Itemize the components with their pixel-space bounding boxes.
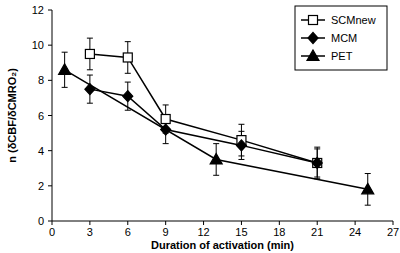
x-tick — [203, 221, 204, 225]
y-tick — [48, 80, 52, 81]
x-tick-label: 3 — [87, 226, 93, 238]
error-cap — [314, 147, 320, 148]
error-cap — [365, 173, 371, 174]
x-tick — [355, 221, 356, 225]
legend: SCMnew MCM PET — [295, 6, 387, 70]
y-axis-label: n (δCBF/δCMRO₂) — [6, 68, 18, 163]
point — [313, 158, 322, 167]
error-cap — [87, 75, 93, 76]
y-tick — [48, 221, 52, 222]
x-tick — [89, 221, 90, 225]
chart: 0369121518212427024681012Duration of act… — [0, 0, 400, 253]
error-cap — [238, 124, 244, 125]
x-tick — [241, 221, 242, 225]
error-cap — [62, 52, 68, 53]
y-tick-label: 12 — [32, 4, 44, 16]
error-cap — [314, 148, 320, 149]
point — [161, 124, 171, 135]
error-cap — [238, 159, 244, 160]
x-tick — [279, 221, 280, 225]
point — [362, 183, 374, 194]
error-cap — [87, 103, 93, 104]
legend-marker — [309, 16, 318, 25]
y-tick-label: 0 — [38, 215, 44, 227]
error-cap — [87, 69, 93, 70]
y-tick — [48, 150, 52, 151]
error-cap — [163, 104, 169, 105]
x-tick-label: 0 — [49, 226, 55, 238]
error-cap — [213, 175, 219, 176]
legend-marker — [307, 50, 319, 61]
y-tick-label: 8 — [38, 74, 44, 86]
error-cap — [213, 143, 219, 144]
error-cap — [163, 143, 169, 144]
x-tick-label: 24 — [349, 226, 361, 238]
x-tick — [52, 221, 53, 225]
error-cap — [125, 110, 131, 111]
y-tick — [48, 10, 52, 11]
legend-label: SCMnew — [331, 14, 376, 26]
x-tick-label: 9 — [163, 226, 169, 238]
y-tick — [48, 185, 52, 186]
series-line — [65, 70, 368, 190]
legend-marker — [308, 33, 318, 44]
x-axis-label: Duration of activation (min) — [151, 239, 294, 251]
point — [123, 91, 133, 102]
legend-label: MCM — [331, 32, 357, 44]
point — [85, 49, 94, 58]
x-tick-label: 18 — [273, 226, 285, 238]
error-cap — [62, 87, 68, 88]
y-tick-label: 2 — [38, 180, 44, 192]
x-tick — [317, 221, 318, 225]
point — [161, 115, 170, 124]
point — [59, 64, 71, 75]
y-tick-label: 6 — [38, 110, 44, 122]
error-cap — [365, 205, 371, 206]
y-tick-label: 4 — [38, 145, 44, 157]
y-tick-label: 10 — [32, 39, 44, 51]
x-tick-label: 27 — [387, 226, 399, 238]
point — [85, 84, 95, 95]
error-cap — [238, 131, 244, 132]
legend-label: PET — [331, 50, 353, 62]
y-tick — [48, 45, 52, 46]
point — [236, 140, 246, 151]
error-cap — [125, 82, 131, 83]
y-tick — [48, 115, 52, 116]
x-tick-label: 6 — [125, 226, 131, 238]
x-tick — [127, 221, 128, 225]
series-line — [90, 54, 317, 163]
point — [123, 53, 132, 62]
point — [210, 153, 222, 164]
error-cap — [87, 38, 93, 39]
x-tick-label: 15 — [235, 226, 247, 238]
error-cap — [125, 73, 131, 74]
x-tick — [393, 221, 394, 225]
error-cap — [125, 41, 131, 42]
error-cap — [314, 177, 320, 178]
x-tick-label: 12 — [197, 226, 209, 238]
point — [312, 157, 322, 168]
x-tick — [165, 221, 166, 225]
x-axis — [52, 221, 393, 222]
legend-box — [295, 6, 387, 70]
x-tick-label: 21 — [311, 226, 323, 238]
